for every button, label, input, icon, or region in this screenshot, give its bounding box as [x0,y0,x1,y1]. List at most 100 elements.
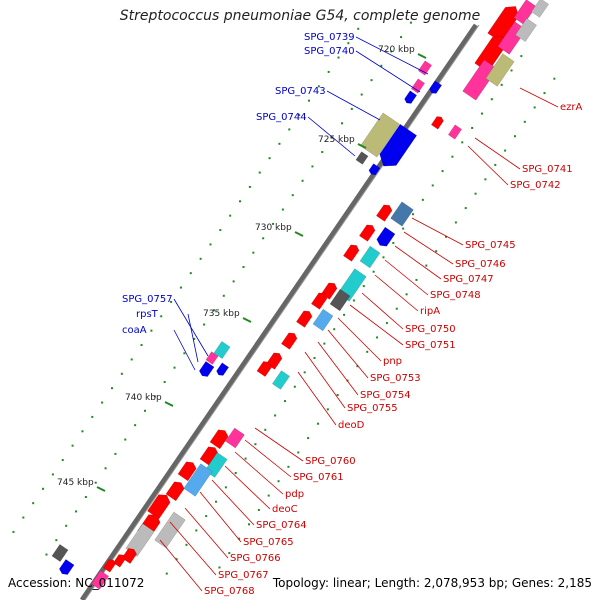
tick-dot-21-2 [189,272,192,275]
gene-feature-20 [376,226,396,247]
red-gene-label-3: SPG_0745 [465,240,516,251]
blue-gene-label-1: SPG_0740 [304,46,355,57]
red-leader-10 [337,317,382,362]
red-gene-label-14: deoD [338,420,365,431]
tick-dot-6-0 [370,79,373,82]
tick-dot-27-0 [163,381,166,384]
gene-feature-8 [417,60,433,76]
tick-dot-29-1 [234,471,237,474]
tick-dot-11-1 [412,213,415,216]
red-leader-19 [211,479,255,526]
red-gene-label-16: SPG_0761 [293,472,344,483]
red-leader-20 [199,491,242,543]
scale-label-0: 720 kbp [378,45,415,55]
tick-dot-24-2 [160,315,163,318]
gene-feature-51 [102,559,116,573]
red-leader-13 [304,351,346,409]
tick-dot-13-0 [301,179,304,182]
red-gene-label-23: SPG_0768 [204,586,255,597]
gene-feature-52 [91,570,109,590]
tick-dot-10-1 [421,198,424,201]
tick-dot-10-3 [454,221,457,224]
tick-dot-22-3 [336,393,339,396]
tick-dot-12-3 [435,250,438,253]
scale-label-4: 740 kbp [125,393,162,403]
tick-dot-19-2 [209,243,212,246]
tick-dot-7-0 [360,93,363,96]
tick-dot-32-1 [205,515,208,518]
tick-dot-15-1 [372,270,375,273]
tick-dot-8-1 [441,170,444,173]
red-leader-21 [184,507,229,559]
tick-dot-30-0 [134,424,137,427]
gene-feature-43 [177,461,197,482]
tick-dot-4-3 [513,135,516,138]
tick-dot-18-0 [252,251,255,254]
red-gene-label-20: SPG_0765 [243,537,294,548]
tick-dot-32-3 [238,537,241,540]
red-gene-label-4: SPG_0746 [455,259,506,270]
gene-feature-18 [390,201,414,227]
tick-dot-34-0 [94,481,97,484]
red-leader-12 [317,341,359,396]
tick-dot-18-1 [343,313,346,316]
tick-dot-34-2 [61,459,64,462]
tick-dot-33-3 [228,552,231,555]
tick-dot-11-0 [321,151,324,154]
tick-dot-28-3 [277,480,280,483]
red-gene-label-10: pnp [383,356,402,367]
tick-dot-30-3 [257,508,260,511]
tick-dot-35-0 [84,496,87,499]
red-leader-22 [169,521,217,576]
tick-dot-10-2 [298,114,301,117]
tick-dot-31-2 [91,415,94,418]
tick-dot-20-1 [323,342,326,345]
red-gene-label-18: deoC [272,504,298,515]
red-gene-label-7: ripA [420,306,440,317]
tick-dot-4-2 [357,27,360,30]
tick-dot-8-3 [474,192,477,195]
gene-feature-34 [213,341,231,359]
gene-features [51,0,549,590]
gene-feature-37 [216,362,230,376]
tick-dot-13-1 [392,241,395,244]
tick-dot-27-1 [254,443,257,446]
tick-dot-26-3 [297,451,300,454]
tick-dot-36-2 [42,487,45,490]
tick-dot-5-2 [347,42,350,45]
gene-feature-2 [531,0,549,18]
red-gene-label-0: ezrA [560,102,583,113]
gene-feature-38 [225,427,245,449]
tick-dot-32-0 [114,452,117,455]
red-leader-8 [361,292,404,330]
tick-dot-13-2 [268,157,271,160]
tick-dot-33-1 [195,529,198,532]
tick-dot-4-0 [390,50,393,53]
tick-dot-6-1 [461,141,464,144]
tick-dot-34-3 [218,566,221,569]
red-leader-4 [403,231,454,265]
gene-feature-15 [379,123,418,167]
tick-dot-9-2 [307,99,310,102]
tick-dot-25-3 [307,437,310,440]
tick-dot-5-1 [471,126,474,129]
gene-feature-44 [165,481,185,502]
red-gene-label-9: SPG_0751 [405,340,456,351]
label-leader-lines [159,36,559,592]
tick-dot-27-3 [287,465,290,468]
tick-dot-14-1 [382,256,385,259]
tick-dot-33-2 [71,444,74,447]
tick-dot-33-0 [104,467,107,470]
tick-dot-24-3 [316,422,319,425]
tick-dot-39-0 [45,553,48,556]
red-leader-5 [394,245,442,280]
scale-tick-5 [96,486,106,492]
gene-feature-27 [312,308,334,332]
gene-feature-16 [355,151,369,165]
blue-leader-3 [307,116,356,157]
tick-dot-2-1 [500,83,503,86]
tick-dot-8-0 [350,107,353,110]
red-leader-9 [349,304,404,346]
tick-dot-16-0 [272,222,275,225]
tick-dot-37-0 [65,524,68,527]
